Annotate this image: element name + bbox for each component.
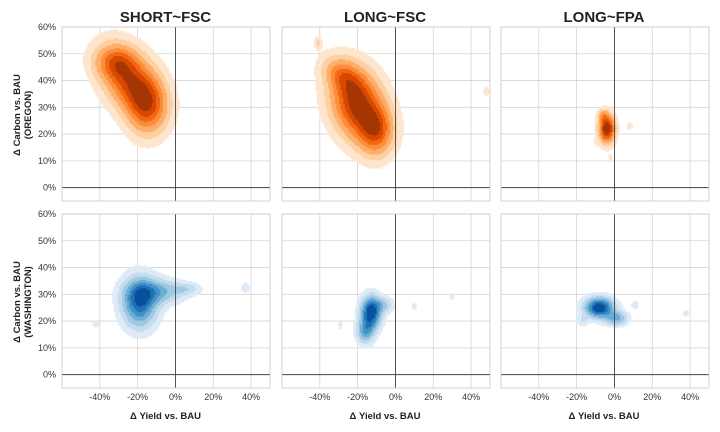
- y-tick-label: 0%: [43, 183, 56, 193]
- x-tick-label: 20%: [204, 392, 222, 402]
- panel-0: 0% 10% 20% 30% 40% 50% 60%: [38, 22, 271, 202]
- y-tick-label: 20%: [38, 316, 56, 326]
- panel-frame: [281, 26, 491, 202]
- y-tick-label: 40%: [38, 76, 56, 86]
- x-tick-label: 20%: [643, 392, 661, 402]
- x-tick-label: -40%: [309, 392, 330, 402]
- density-contours: [314, 36, 490, 169]
- x-tick-label: 40%: [462, 392, 480, 402]
- panel-4: -40% -20% 0% 20% 40%: [281, 213, 491, 402]
- x-axis-label-2: Δ Yield vs. BAU: [569, 411, 640, 422]
- x-tick-label: -40%: [89, 392, 110, 402]
- panel-frame: [61, 26, 271, 202]
- contour-level-6: [346, 80, 381, 137]
- panel-frame: [281, 213, 491, 389]
- x-tick-label: 20%: [424, 392, 442, 402]
- row-labels: Δ Carbon vs. BAU (OREGON) Δ Carbon vs. B…: [12, 74, 34, 343]
- y-tick-label: 0%: [43, 370, 56, 380]
- panel-1: [281, 26, 491, 202]
- y-tick-label: 10%: [38, 343, 56, 353]
- contour-level-6: [134, 288, 151, 307]
- panels-group: 0% 10% 20% 30% 40% 50% 60% 0% 10% 20% 30% 40% 50% 60%…: [38, 22, 710, 402]
- panel-title-2: LONG~FPA: [564, 9, 645, 26]
- density-contours: [576, 292, 689, 329]
- row-label-oregon-line2: (OREGON): [23, 91, 34, 140]
- x-tick-label: -20%: [566, 392, 587, 402]
- x-axis-label-1: Δ Yield vs. BAU: [350, 411, 421, 422]
- x-tick-label: -40%: [528, 392, 549, 402]
- row-label-washington-line1: Δ Carbon vs. BAU: [12, 261, 23, 343]
- x-tick-label: -20%: [127, 392, 148, 402]
- density-contours: [593, 105, 633, 162]
- x-axis-labels: Δ Yield vs. BAU Δ Yield vs. BAU Δ Yield …: [130, 411, 640, 422]
- panel-frame: [61, 213, 271, 389]
- panel-5: -40% -20% 0% 20% 40%: [500, 213, 710, 402]
- x-tick-label: 40%: [681, 392, 699, 402]
- x-tick-label: -20%: [347, 392, 368, 402]
- x-tick-label: 0%: [608, 392, 621, 402]
- density-contours: [337, 288, 455, 349]
- panel-title-1: LONG~FSC: [344, 9, 426, 26]
- x-tick-label: 0%: [389, 392, 402, 402]
- panel-3: 0% 10% 20% 30% 40% 50% 60% -40% -20% 0% 20% 40%: [38, 209, 271, 402]
- y-tick-label: 50%: [38, 49, 56, 59]
- row-label-washington-line2: (WASHINGTON): [23, 266, 34, 338]
- row-label-oregon-line1: Δ Carbon vs. BAU: [12, 74, 23, 156]
- contour-level-6: [115, 61, 154, 112]
- y-tick-label: 60%: [38, 22, 56, 32]
- density-contours: [92, 265, 250, 339]
- contour-level-6: [603, 122, 611, 135]
- contour-level-0: [337, 288, 455, 349]
- x-tick-label: 40%: [242, 392, 260, 402]
- panel-frame: [500, 26, 710, 202]
- panel-2: [500, 26, 710, 202]
- panel-title-0: SHORT~FSC: [120, 9, 211, 26]
- y-tick-label: 60%: [38, 209, 56, 219]
- x-tick-label: 0%: [169, 392, 182, 402]
- panel-titles: SHORT~FSC LONG~FSC LONG~FPA: [120, 9, 645, 26]
- panel-frame: [500, 213, 710, 389]
- y-tick-label: 30%: [38, 289, 56, 299]
- y-tick-label: 10%: [38, 156, 56, 166]
- contour-level-6: [593, 303, 605, 313]
- y-tick-label: 40%: [38, 263, 56, 273]
- y-tick-label: 30%: [38, 102, 56, 112]
- y-tick-label: 20%: [38, 129, 56, 139]
- x-axis-label-0: Δ Yield vs. BAU: [130, 411, 201, 422]
- y-tick-label: 50%: [38, 236, 56, 246]
- contour-level-6: [367, 304, 376, 322]
- density-contours: [82, 29, 180, 149]
